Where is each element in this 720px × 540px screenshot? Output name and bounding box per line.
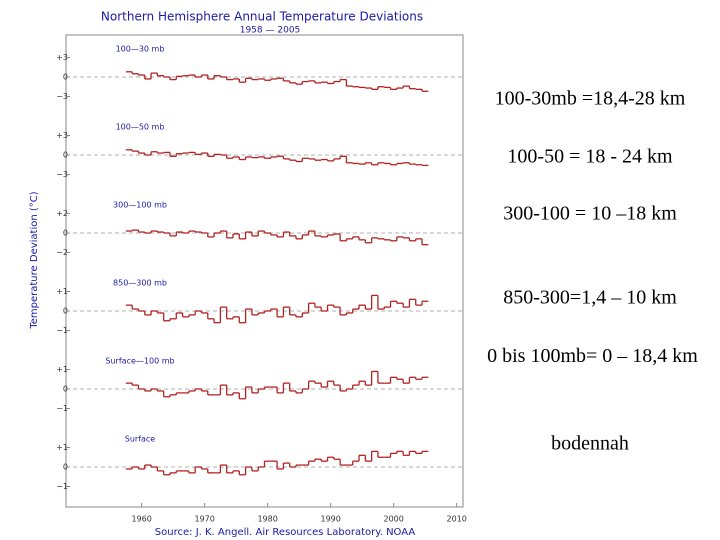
- y-tick-label: +3: [56, 131, 68, 140]
- note-box: 0 bis 100mb= 0 – 18,4 km: [487, 345, 698, 367]
- note: 100-50 = 18 - 24 km: [507, 146, 673, 168]
- chart-title: Northern Hemisphere Annual Temperature D…: [101, 10, 423, 24]
- x-tick-label: 2000: [384, 515, 404, 524]
- y-tick-label: 0: [63, 463, 68, 472]
- y-tick-label: +2: [56, 209, 68, 218]
- y-tick-label: −3: [56, 170, 68, 179]
- panel-title: 100—30 mb: [116, 45, 165, 54]
- note: 300-100 = 10 –18 km: [503, 203, 677, 225]
- chart-subtitle: 1958 — 2005: [240, 26, 301, 36]
- y-tick-label: +1: [56, 443, 68, 452]
- panel-title: 100—50 mb: [116, 123, 165, 132]
- x-tick-label: 1960: [131, 515, 151, 524]
- y-tick-label: −1: [56, 404, 68, 413]
- y-tick-label: +1: [56, 287, 68, 296]
- x-tick-label: 1970: [194, 515, 214, 524]
- y-tick-label: −2: [56, 248, 68, 257]
- x-tick-label: 2010: [447, 515, 467, 524]
- y-axis-label: Temperature Deviation (°C): [29, 191, 40, 329]
- panel-title: Surface—100 mb: [105, 357, 174, 366]
- y-tick-label: 0: [63, 73, 68, 82]
- y-tick-label: −1: [56, 482, 68, 491]
- x-tick-label: 1980: [257, 515, 277, 524]
- y-tick-label: 0: [63, 151, 68, 160]
- source: Source: J. K. Angell. Air Resources Labo…: [155, 527, 416, 538]
- y-tick-label: +1: [56, 365, 68, 374]
- y-tick-label: 0: [63, 385, 68, 394]
- note: bodennah: [551, 433, 629, 455]
- y-tick-label: 0: [63, 229, 68, 238]
- note: 0 bis 100mb= 0 – 18,4 km: [487, 345, 698, 367]
- panel-title: Surface: [125, 435, 156, 444]
- note: 850-300=1,4 – 10 km: [503, 287, 677, 309]
- plot-frame: [65, 34, 464, 508]
- y-tick-label: 0: [63, 307, 68, 316]
- panel-title: 300—100 mb: [113, 201, 167, 210]
- y-tick-label: +3: [56, 53, 68, 62]
- x-tick-label: 1990: [320, 515, 340, 524]
- note: 100-30mb =18,4-28 km: [495, 88, 686, 110]
- panel-title: 850—300 mb: [113, 279, 167, 288]
- y-tick-label: −1: [56, 326, 68, 335]
- y-tick-label: −3: [56, 92, 68, 101]
